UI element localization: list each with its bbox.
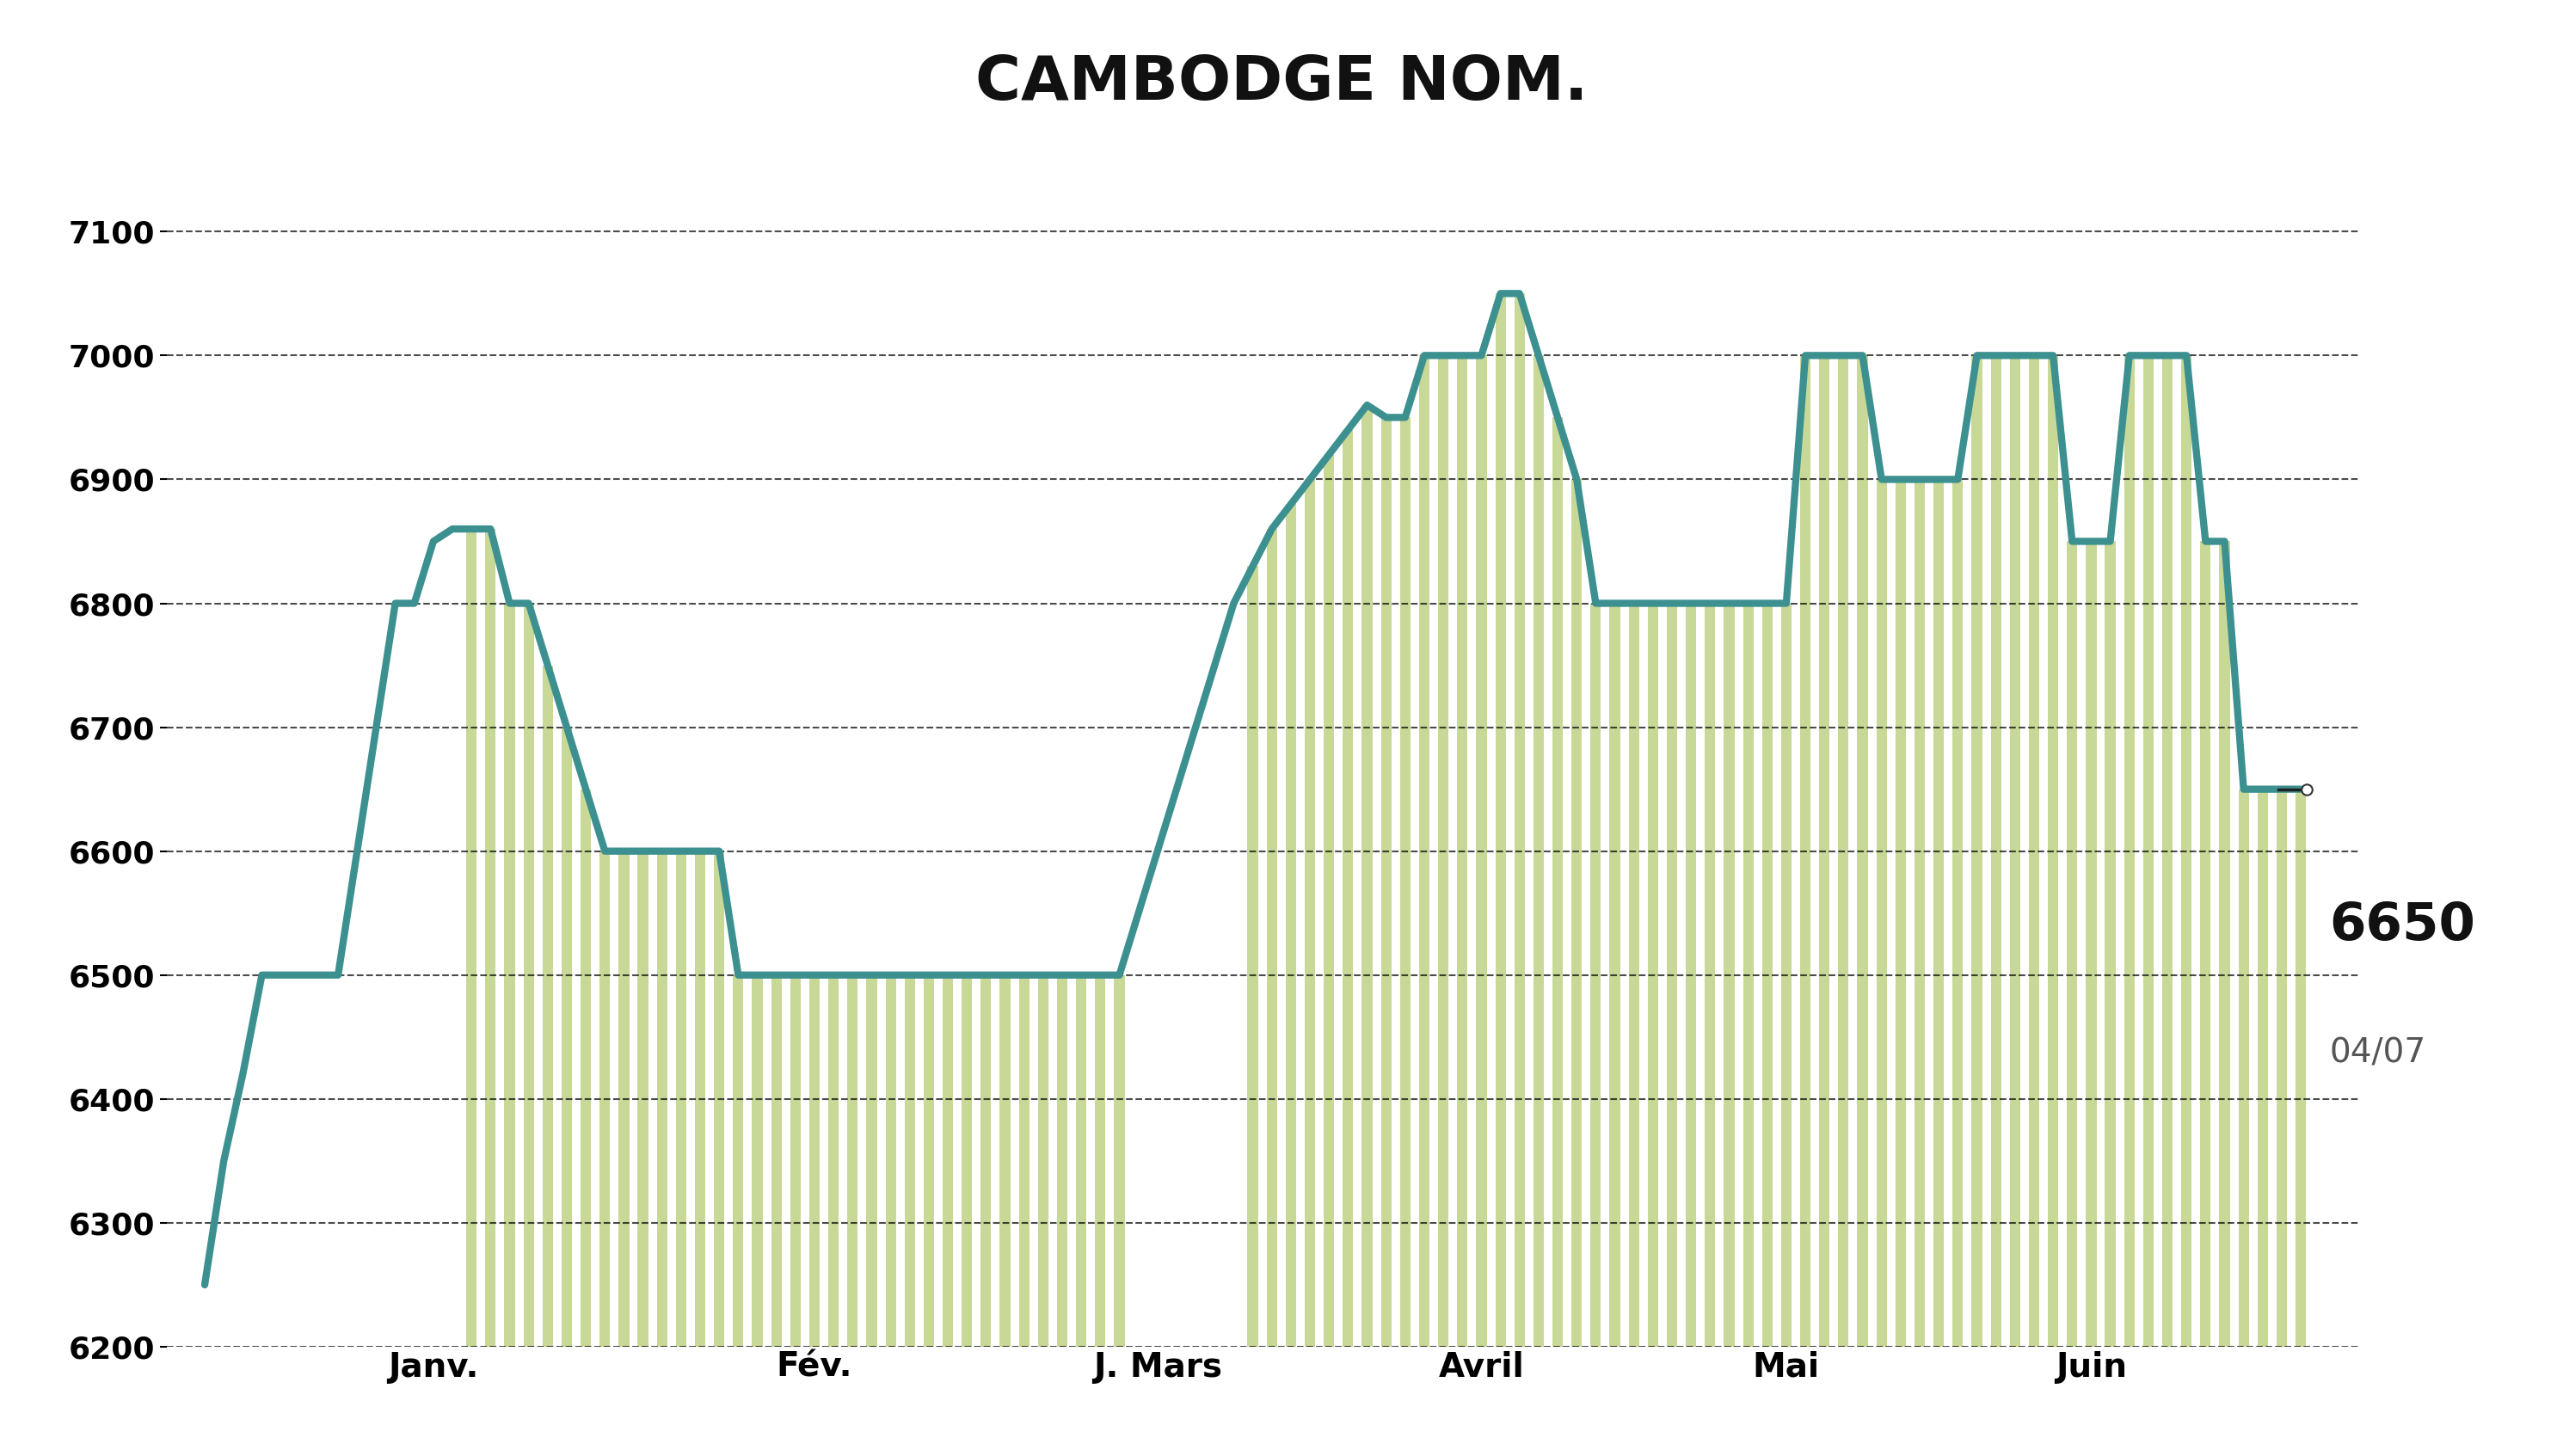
- Bar: [2181, 355, 2191, 1347]
- Bar: [600, 852, 610, 1347]
- Bar: [1686, 603, 1697, 1347]
- Bar: [1381, 418, 1392, 1347]
- Bar: [1020, 976, 1030, 1347]
- Bar: [1666, 603, 1676, 1347]
- Bar: [1458, 355, 1469, 1347]
- Bar: [2143, 355, 2153, 1347]
- Bar: [1361, 405, 1371, 1347]
- Bar: [961, 976, 971, 1347]
- Bar: [866, 976, 877, 1347]
- Bar: [810, 976, 820, 1347]
- Text: 04/07: 04/07: [2330, 1037, 2427, 1070]
- Bar: [1648, 603, 1658, 1347]
- Bar: [1343, 430, 1353, 1347]
- Bar: [695, 852, 705, 1347]
- Bar: [2125, 355, 2135, 1347]
- Bar: [1897, 479, 1907, 1347]
- Bar: [751, 976, 764, 1347]
- Bar: [1915, 479, 1925, 1347]
- Bar: [1799, 355, 1809, 1347]
- Bar: [1858, 355, 1868, 1347]
- Bar: [1991, 355, 2002, 1347]
- Bar: [484, 529, 495, 1347]
- Bar: [771, 976, 782, 1347]
- Bar: [884, 976, 897, 1347]
- Text: CAMBODGE NOM.: CAMBODGE NOM.: [974, 54, 1589, 114]
- Bar: [466, 529, 477, 1347]
- Bar: [2296, 789, 2307, 1347]
- Bar: [1533, 355, 1543, 1347]
- Bar: [1000, 976, 1010, 1347]
- Bar: [1515, 294, 1525, 1347]
- Bar: [2104, 542, 2114, 1347]
- Bar: [1553, 418, 1563, 1347]
- Bar: [2258, 789, 2268, 1347]
- Bar: [2276, 789, 2286, 1347]
- Bar: [1248, 566, 1258, 1347]
- Bar: [905, 976, 915, 1347]
- Bar: [715, 852, 725, 1347]
- Bar: [848, 976, 859, 1347]
- Bar: [1628, 603, 1640, 1347]
- Bar: [543, 665, 554, 1347]
- Bar: [2163, 355, 2173, 1347]
- Bar: [1781, 603, 1792, 1347]
- Bar: [638, 852, 648, 1347]
- Bar: [1876, 479, 1886, 1347]
- Bar: [582, 789, 592, 1347]
- Bar: [1094, 976, 1105, 1347]
- Bar: [2086, 542, 2097, 1347]
- Bar: [1476, 355, 1487, 1347]
- Bar: [2048, 355, 2058, 1347]
- Bar: [1838, 355, 1848, 1347]
- Bar: [828, 976, 838, 1347]
- Bar: [2030, 355, 2040, 1347]
- Bar: [1305, 479, 1315, 1347]
- Bar: [1933, 479, 1943, 1347]
- Bar: [1725, 603, 1735, 1347]
- Text: 6650: 6650: [2330, 901, 2476, 951]
- Bar: [1610, 603, 1620, 1347]
- Bar: [677, 852, 687, 1347]
- Bar: [1438, 355, 1448, 1347]
- Bar: [505, 603, 515, 1347]
- Bar: [2220, 542, 2230, 1347]
- Bar: [1761, 603, 1774, 1347]
- Bar: [1266, 529, 1276, 1347]
- Bar: [1399, 418, 1410, 1347]
- Bar: [789, 976, 800, 1347]
- Bar: [1056, 976, 1066, 1347]
- Bar: [561, 727, 572, 1347]
- Bar: [1287, 504, 1297, 1347]
- Bar: [982, 976, 992, 1347]
- Bar: [1420, 355, 1430, 1347]
- Bar: [1115, 976, 1125, 1347]
- Bar: [923, 976, 933, 1347]
- Bar: [1743, 603, 1753, 1347]
- Bar: [2009, 355, 2020, 1347]
- Bar: [943, 976, 953, 1347]
- Bar: [2237, 789, 2248, 1347]
- Bar: [1323, 454, 1335, 1347]
- Bar: [1038, 976, 1048, 1347]
- Bar: [733, 976, 743, 1347]
- Bar: [2066, 542, 2079, 1347]
- Bar: [618, 852, 628, 1347]
- Bar: [1820, 355, 1830, 1347]
- Bar: [1953, 479, 1963, 1347]
- Bar: [1971, 355, 1981, 1347]
- Bar: [1076, 976, 1087, 1347]
- Bar: [1592, 603, 1602, 1347]
- Bar: [1494, 294, 1504, 1347]
- Bar: [656, 852, 666, 1347]
- Bar: [2199, 542, 2212, 1347]
- Bar: [1571, 479, 1581, 1347]
- Bar: [523, 603, 533, 1347]
- Bar: [1704, 603, 1715, 1347]
